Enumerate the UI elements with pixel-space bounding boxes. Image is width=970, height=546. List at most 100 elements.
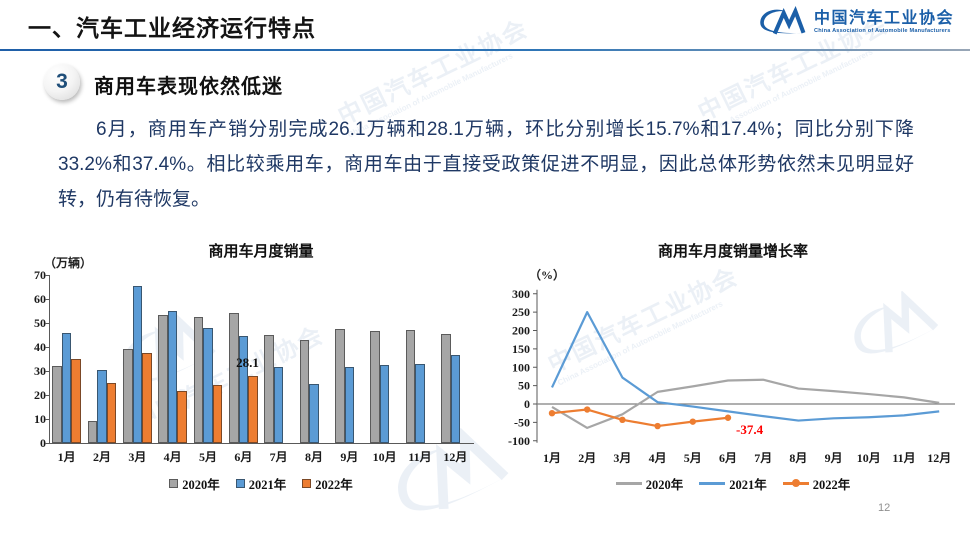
x-tick-label: 8月 [304, 450, 323, 464]
y-tick-label: 0 [40, 436, 46, 450]
bar-2021年-5月 [203, 327, 213, 443]
bar-2022年-2月 [106, 383, 117, 443]
bar-2021年-1月 [61, 332, 72, 443]
bar-2022年-3月 [142, 353, 152, 443]
series-line-2022年 [551, 408, 729, 428]
legend-line-swatch-icon [699, 482, 726, 485]
bar-data-label: 28.1 [236, 354, 259, 370]
legend-item-2021年: 2021年 [235, 474, 287, 493]
legend-swatch-icon [235, 479, 245, 488]
bar-2020年-9月 [335, 329, 345, 443]
bar-2020年-3月 [123, 349, 133, 443]
x-tick-label: 7月 [269, 450, 288, 464]
legend-swatch-icon [169, 479, 179, 488]
legend-item-2022年: 2022年 [782, 474, 851, 493]
logo-en-text: China Association of Automobile Manufact… [813, 27, 951, 34]
series-marker-2022年 [654, 422, 661, 430]
growth-rate-chart: 商用车月度销量增长率 （%） -100 -50 0 50 100 150 200 250 300… [503, 238, 963, 506]
legend-item-2020年: 2020年 [615, 474, 684, 493]
legend-label: 2022年 [315, 478, 353, 492]
line-chart-legend: 2020年 2021年 2022年 [503, 474, 963, 493]
y-tick-mark [45, 371, 49, 372]
bar-chart-title: 商用车月度销量 [208, 243, 314, 260]
section-heading: 商用车表现依然低迷 [94, 76, 283, 98]
bar-2020年-5月 [193, 317, 204, 443]
y-tick-label: 10 [34, 412, 46, 426]
bar-2021年-2月 [97, 369, 107, 443]
bar-2021年-3月 [132, 285, 143, 443]
bar-2021年-11月 [415, 363, 425, 443]
y-tick-label: 250 [512, 305, 530, 319]
legend-item-2022年: 2022年 [302, 474, 353, 493]
y-tick-label: 0 [524, 397, 530, 411]
x-tick-label: 10月 [372, 450, 397, 464]
bar-2022年-4月 [177, 391, 187, 443]
series-marker-2022年 [724, 414, 732, 421]
legend-line-swatch-icon [782, 479, 809, 487]
y-tick-label: 30 [34, 364, 46, 378]
bar-2020年-11月 [405, 330, 416, 443]
monthly-sales-chart: 商用车月度销量 （万辆） 2020年 2021年 2022年 0 10 20 30 40 50… [30, 238, 492, 506]
bar-2022年-5月 [212, 385, 223, 443]
y-tick-mark [45, 395, 49, 396]
bar-x-axis [49, 443, 474, 444]
series-marker-2022年 [548, 409, 556, 417]
y-tick-mark [45, 419, 49, 420]
x-tick-label: 2月 [578, 451, 596, 465]
x-tick-label: 7月 [754, 451, 772, 465]
y-tick-label: 70 [34, 268, 46, 282]
x-tick-label: 6月 [234, 450, 253, 464]
line-data-label: -37.4 [736, 421, 764, 437]
series-marker-2022年 [689, 418, 696, 425]
caam-logo: 中国汽车工业协会 China Association of Automobile… [754, 6, 954, 38]
x-tick-label: 1月 [57, 450, 76, 464]
line-chart-unit-label: （%） [529, 268, 566, 282]
y-tick-mark [45, 443, 49, 444]
bar-2021年-7月 [273, 367, 284, 443]
series-line-2020年 [551, 378, 940, 429]
x-tick-label: 11月 [892, 451, 915, 465]
bar-2020年-7月 [264, 335, 274, 443]
x-tick-label: 4月 [649, 451, 667, 465]
x-tick-label: 11月 [408, 450, 432, 464]
y-tick-label: 50 [518, 379, 530, 393]
y-tick-label: 40 [34, 340, 46, 354]
bar-2020年-2月 [87, 421, 98, 443]
bar-2020年-10月 [370, 331, 380, 443]
x-tick-label: 8月 [789, 451, 807, 465]
page-number: 12 [878, 502, 891, 514]
bar-2022年-6月 [248, 375, 258, 443]
legend-marker-dot-icon [791, 479, 800, 487]
legend-label: 2020年 [645, 478, 684, 492]
logo-cn-text: 中国汽车工业协会 [813, 10, 954, 28]
caam-logo-text: 中国汽车工业协会 China Association of Automobile… [814, 10, 954, 34]
y-tick-label: 60 [34, 292, 46, 306]
x-tick-label: 3月 [613, 451, 631, 465]
header-divider [0, 49, 970, 51]
y-tick-label: 50 [34, 316, 46, 330]
x-tick-label: 6月 [719, 451, 737, 465]
bar-2021年-8月 [309, 384, 319, 443]
x-tick-label: 2月 [92, 450, 111, 464]
y-tick-mark [45, 275, 49, 276]
bar-chart-unit-label: （万辆） [44, 256, 93, 270]
x-tick-label: 9月 [340, 450, 359, 464]
x-tick-label: 5月 [684, 451, 702, 465]
legend-label: 2022年 [812, 478, 851, 492]
bar-2021年-4月 [167, 311, 178, 443]
legend-label: 2021年 [248, 478, 287, 492]
legend-label: 2021年 [729, 478, 767, 492]
bar-2021年-10月 [379, 365, 390, 443]
bar-2020年-8月 [299, 339, 310, 443]
bar-2020年-6月 [229, 313, 239, 443]
legend-line-swatch-icon [615, 482, 642, 485]
line-chart-title: 商用车月度销量增长率 [657, 243, 808, 260]
y-tick-mark [45, 347, 49, 348]
y-tick-mark [45, 323, 49, 324]
y-tick-mark [45, 299, 49, 300]
section-number: 3 [56, 70, 68, 93]
y-tick-label: -50 [514, 415, 530, 429]
bar-2022年-1月 [71, 359, 81, 443]
series-marker-2022年 [619, 416, 626, 424]
